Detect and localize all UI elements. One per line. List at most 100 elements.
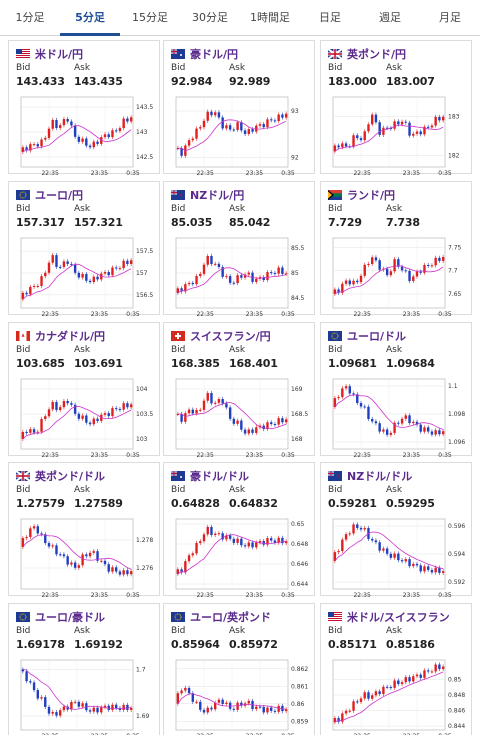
candle-body [415,131,419,134]
candle-body [412,676,415,682]
candlestick-chart[interactable]: 104 103.5 103 22:35 23:35 0:35 [9,375,161,457]
eu-flag-icon [16,612,30,622]
currency-pair-link[interactable]: 豪ドル/ドル [190,470,250,483]
currency-pair-link[interactable]: 米ドル/円 [35,48,84,61]
candle-body [385,268,389,276]
tab-3[interactable]: 15分足 [132,11,168,24]
tab-5[interactable]: 1時間足 [250,11,290,24]
candle-body [415,674,419,677]
candle-body [70,701,73,710]
candle-body [115,704,118,709]
candle-body [47,409,51,417]
candle-body [258,541,262,543]
candle-body [122,403,125,410]
rate-card[interactable]: 豪ドル/円 Bid Ask 92.984 92.989 93 92 22:35 23:35 0:3… [163,40,316,175]
currency-pair-link[interactable]: ユーロ/ドル [347,330,407,343]
candle-body [378,260,381,270]
candlestick-chart[interactable]: 93 92 22:35 23:35 0:35 [164,93,316,175]
x-tick-label: 23:35 [246,733,263,735]
rate-card[interactable]: ランド/円 Bid Ask 7.729 7.738 7.75 7.7 7.65 22:35 23:… [320,181,473,316]
candle-body [25,537,28,539]
bid-label: Bid [16,63,31,73]
candle-body [284,113,288,118]
rate-card[interactable]: NZドル/ドル Bid Ask 0.59281 0.59295 0.596 0.594 0.5… [320,462,473,597]
rate-card[interactable]: ユーロ/豪ドル Bid Ask 1.69178 1.69192 1.7 1.69 22:35 2… [8,603,160,735]
candle-body [281,705,284,712]
candlestick-chart[interactable]: 7.75 7.7 7.65 22:35 23:35 0:35 [321,234,473,316]
candle-body [262,425,265,430]
currency-pair-link[interactable]: スイスフラン/円 [190,330,271,343]
currency-pair-link[interactable]: カナダドル/円 [35,330,106,343]
candle-body [214,402,217,404]
candlestick-chart[interactable]: 169 168.5 168 22:35 23:35 0:35 [164,375,316,457]
currency-pair-link[interactable]: 英ポンド/円 [347,48,407,61]
currency-pair-link[interactable]: NZドル/ドル [347,470,413,483]
rate-card[interactable]: 豪ドル/ドル Bid Ask 0.64828 0.64832 0.65 0.648 0.646… [163,462,316,597]
rate-card[interactable]: カナダドル/円 Bid Ask 103.685 103.691 104 103.5 103 22… [8,322,161,457]
candle-body [199,541,202,544]
candle-body [129,571,133,575]
candle-body [40,276,43,286]
ask-value: 7.738 [386,216,420,229]
moving-average-line [22,405,132,440]
tab-2[interactable]: 5分足 [60,0,120,36]
candle-body [73,562,77,568]
y-tick-label: 0.86 [291,701,305,708]
rate-card[interactable]: 米ドル/スイスフラン Bid Ask 0.85171 0.85186 0.85 0.848 0… [320,603,472,735]
candlestick-chart[interactable]: 183 182 22:35 23:35 0:35 [321,93,473,175]
rate-card[interactable]: 英ポンド/円 Bid Ask 183.000 183.007 183 182 22:35 23:… [320,40,473,175]
candle-body [40,419,43,432]
candlestick-chart[interactable]: 157.5 157 156.5 22:35 23:35 0:35 [9,234,161,316]
candle-body [88,552,92,557]
candlestick-chart[interactable]: 0.596 0.594 0.592 22:35 23:35 0:35 [321,515,473,597]
currency-pair-link[interactable]: ユーロ/豪ドル [35,611,106,624]
currency-pair-link[interactable]: 豪ドル/円 [190,48,239,61]
rate-card[interactable]: ユーロ/英ポンド Bid Ask 0.85964 0.85972 0.862 0.861 0.… [163,603,315,735]
candlestick-chart[interactable]: 1.7 1.69 22:35 23:35 0:35 [9,656,161,735]
candle-body [62,554,66,557]
candle-body [344,386,348,389]
candle-body [371,538,374,541]
candle-body [107,564,110,572]
tab-7[interactable]: 週足 [379,11,401,24]
rate-card[interactable]: NZドル/円 Bid Ask 85.035 85.042 85.5 85 84.5 22:35 2… [163,181,316,316]
candle-body [363,528,366,530]
candle-body [184,687,187,691]
candle-body [348,533,351,535]
moving-average-line [334,124,444,152]
candle-body [441,116,445,121]
candlestick-chart[interactable]: 0.862 0.861 0.86 0.859 22:35 23:35 0:35 [164,656,316,735]
tab-8[interactable]: 月足 [439,11,461,24]
tab-6[interactable]: 日足 [319,11,341,24]
rate-card[interactable]: スイスフラン/円 Bid Ask 168.385 168.401 169 168.5 168 2… [163,322,316,457]
candle-body [59,710,62,716]
candle-body [270,422,273,425]
candlestick-chart[interactable]: 0.65 0.648 0.646 0.644 22:35 23:35 0:35 [164,515,316,597]
currency-pair-link[interactable]: ランド/円 [347,189,396,202]
candlestick-chart[interactable]: 143.5 143 142.5 22:35 23:35 0:35 [9,93,161,175]
bid-label: Bid [328,63,343,73]
candle-body [221,399,224,404]
rate-card[interactable]: ユーロ/円 Bid Ask 157.317 157.321 157.5 157 156.5 22… [8,181,161,316]
x-tick-label: 23:35 [403,452,420,457]
currency-pair-link[interactable]: ユーロ/円 [35,189,84,202]
currency-pair-link[interactable]: 米ドル/スイスフラン [347,611,450,624]
currency-pair-link[interactable]: NZドル/円 [190,189,245,202]
candle-body [247,542,250,547]
bid-label: Bid [16,626,31,636]
candlestick-chart[interactable]: 1.278 1.276 22:35 23:35 0:35 [9,515,161,597]
candlestick-chart[interactable]: 1.1 1.098 1.096 22:35 23:35 0:35 [321,375,473,457]
currency-pair-link[interactable]: ユーロ/英ポンド [190,611,272,624]
candlestick-chart[interactable]: 0.85 0.848 0.846 0.844 22:35 23:35 0:35 [321,656,473,735]
rate-card[interactable]: 英ポンド/ドル Bid Ask 1.27579 1.27589 1.278 1.276 22:… [8,462,161,597]
candle-body [430,265,434,267]
rate-card[interactable]: ユーロ/ドル Bid Ask 1.09681 1.09684 1.1 1.098 1.096 2… [320,322,473,457]
candle-body [400,560,404,562]
rate-card[interactable]: 米ドル/円 Bid Ask 143.433 143.435 143.5 143 142.5 22… [8,40,161,175]
tab-4[interactable]: 30分足 [192,11,228,24]
candle-body [236,420,239,424]
candle-body [103,134,107,138]
candlestick-chart[interactable]: 85.5 85 84.5 22:35 23:35 0:35 [164,234,316,316]
tab-1[interactable]: 1分足 [15,11,45,24]
currency-pair-link[interactable]: 英ポンド/ドル [35,470,106,483]
